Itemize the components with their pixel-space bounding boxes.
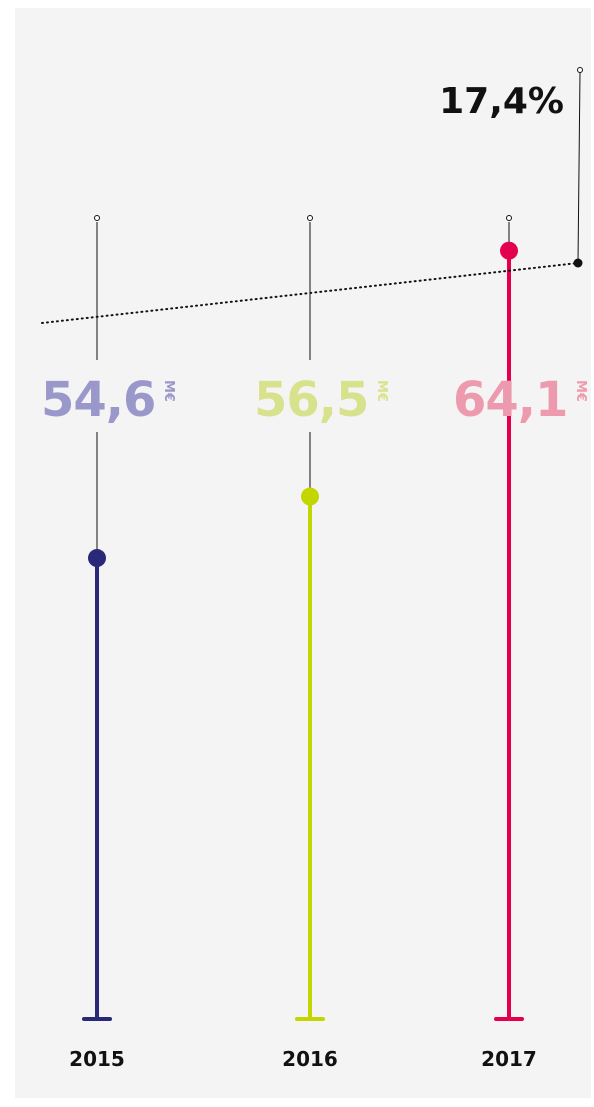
unit-label: M€ [573,380,588,402]
guide-top-marker [94,215,100,221]
trend-line [41,262,579,324]
year-label: 2015 [69,1047,125,1071]
year-label: 2016 [282,1047,338,1071]
guide-top-marker [506,215,512,221]
value-label: 54,6 [41,372,155,428]
value-label: 64,1 [453,372,567,428]
unit-label: M€ [161,380,176,402]
lollipop-dot [500,241,518,260]
lollipop-dot [301,487,319,506]
growth-top-marker [577,67,583,73]
growth-label: 17,4% [439,81,564,122]
guide-top-marker [307,215,313,221]
lollipop-dot [88,549,106,568]
value-label: 56,5 [254,372,368,428]
unit-label: M€ [374,380,389,402]
year-label: 2017 [481,1047,537,1071]
growth-leader-line [577,71,581,264]
chart-canvas [15,8,591,1098]
